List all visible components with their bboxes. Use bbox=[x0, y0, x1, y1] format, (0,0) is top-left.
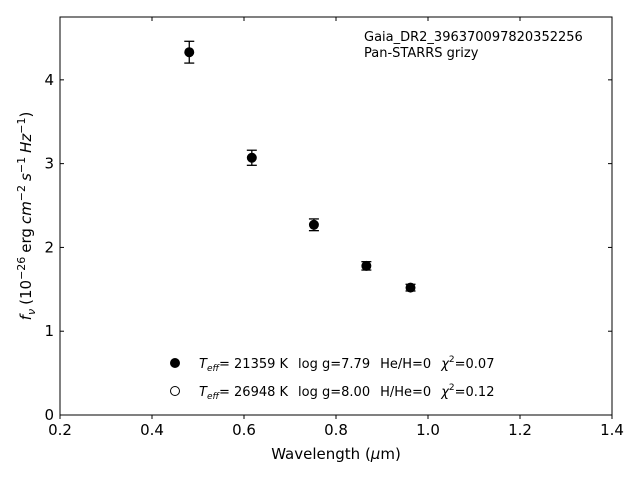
x-tick-label: 0.6 bbox=[232, 421, 256, 439]
data-point bbox=[184, 47, 195, 58]
y-tick-label: 4 bbox=[44, 71, 54, 89]
survey-annotation: Pan-STARRS grizy bbox=[364, 46, 479, 61]
x-tick-label: 0.2 bbox=[48, 421, 72, 439]
x-tick-label: 1.0 bbox=[416, 421, 440, 439]
plot-frame bbox=[59, 16, 613, 416]
data-points bbox=[184, 40, 416, 293]
y-axis-ticks: 0 1 2 3 4 bbox=[44, 71, 612, 424]
y-tick-label: 1 bbox=[44, 322, 54, 340]
x-tick-label: 0.4 bbox=[140, 421, 164, 439]
legend-marker-filled bbox=[170, 358, 180, 368]
x-axis-label: Wavelength (μm) bbox=[271, 445, 401, 463]
x-tick-label: 0.8 bbox=[324, 421, 348, 439]
x-tick-label: 1.2 bbox=[508, 421, 532, 439]
y-tick-label: 0 bbox=[44, 406, 54, 424]
y-tick-label: 2 bbox=[44, 238, 54, 256]
legend-marker-open bbox=[170, 386, 180, 396]
x-axis-ticks: 0.2 0.4 0.6 0.8 1.0 1.2 1.4 bbox=[48, 17, 624, 439]
data-point bbox=[308, 219, 319, 230]
data-point bbox=[246, 152, 257, 163]
y-axis-label: fν(10−26ergcm−2s−1Hz−1) bbox=[15, 112, 38, 321]
star-id-annotation: Gaia_DR2_396370097820352256 bbox=[364, 30, 583, 45]
data-point bbox=[361, 260, 372, 271]
x-tick-label: 1.4 bbox=[600, 421, 624, 439]
data-point bbox=[405, 282, 416, 293]
y-tick-label: 3 bbox=[44, 155, 54, 173]
